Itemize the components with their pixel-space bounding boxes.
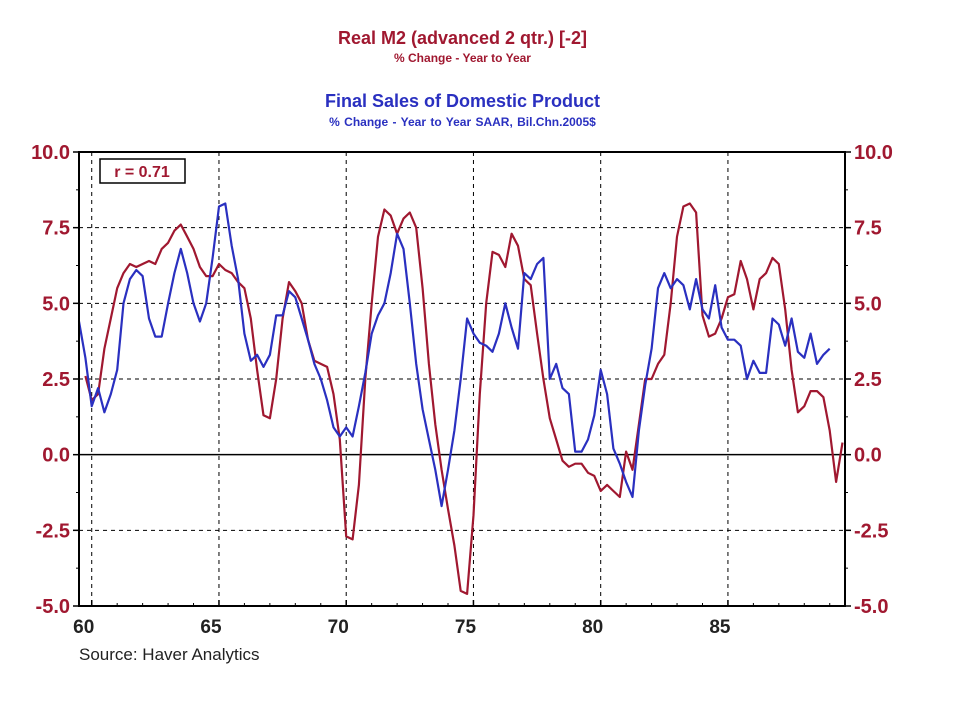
y-tick-label-right: 2.5 bbox=[854, 369, 882, 391]
y-tick-label-left: -2.5 bbox=[36, 520, 70, 542]
x-tick-label: 60 bbox=[73, 617, 94, 638]
y-tick-label-left: 2.5 bbox=[42, 369, 70, 391]
y-tick-label-right: 7.5 bbox=[854, 218, 882, 240]
x-tick-label: 75 bbox=[455, 617, 477, 638]
grid-lines bbox=[79, 152, 845, 606]
annotation-layer: r = 0.71 bbox=[99, 158, 186, 184]
x-tick-label: 85 bbox=[709, 617, 731, 638]
series-layer bbox=[77, 202, 844, 595]
x-tick-label: 70 bbox=[328, 617, 349, 638]
y-tick-label-left: 5.0 bbox=[42, 293, 70, 315]
y-tick-label-left: 10.0 bbox=[31, 142, 70, 164]
y-tick-label-left: 7.5 bbox=[42, 218, 70, 240]
correlation-box bbox=[99, 158, 186, 184]
chart-subtitle-sales: % Change - Year to Year SAAR, Bil.Chn.20… bbox=[329, 115, 596, 129]
source-note: Source: Haver Analytics bbox=[79, 645, 260, 664]
axes-layer: 10.0 10.0 7.5 7.5 5.0 5.0 2.5 2.5 0.0 0.0 -2.5 -2.5… bbox=[31, 142, 893, 638]
y-tick-label-right: -2.5 bbox=[854, 520, 888, 542]
y-tick-label-left: -5.0 bbox=[36, 596, 70, 618]
series-line-sales bbox=[77, 202, 831, 508]
y-tick-label-right: 0.0 bbox=[854, 445, 882, 467]
chart-title-sales: Final Sales of Domestic Product bbox=[324, 91, 601, 111]
y-tick-label-left: 0.0 bbox=[42, 445, 70, 467]
x-tick-label: 65 bbox=[200, 617, 222, 638]
y-tick-label-right: 5.0 bbox=[854, 293, 882, 315]
chart-title-m2: Real M2 (advanced 2 qtr.) [-2] bbox=[337, 28, 588, 48]
y-tick-label-right: 10.0 bbox=[854, 142, 893, 164]
correlation-label: r = 0.71 bbox=[114, 164, 170, 181]
chart-subtitle-m2: % Change - Year to Year bbox=[394, 51, 531, 65]
x-tick-label: 80 bbox=[582, 617, 603, 638]
y-tick-label-right: -5.0 bbox=[854, 596, 888, 618]
series-line-m2 bbox=[84, 202, 844, 595]
